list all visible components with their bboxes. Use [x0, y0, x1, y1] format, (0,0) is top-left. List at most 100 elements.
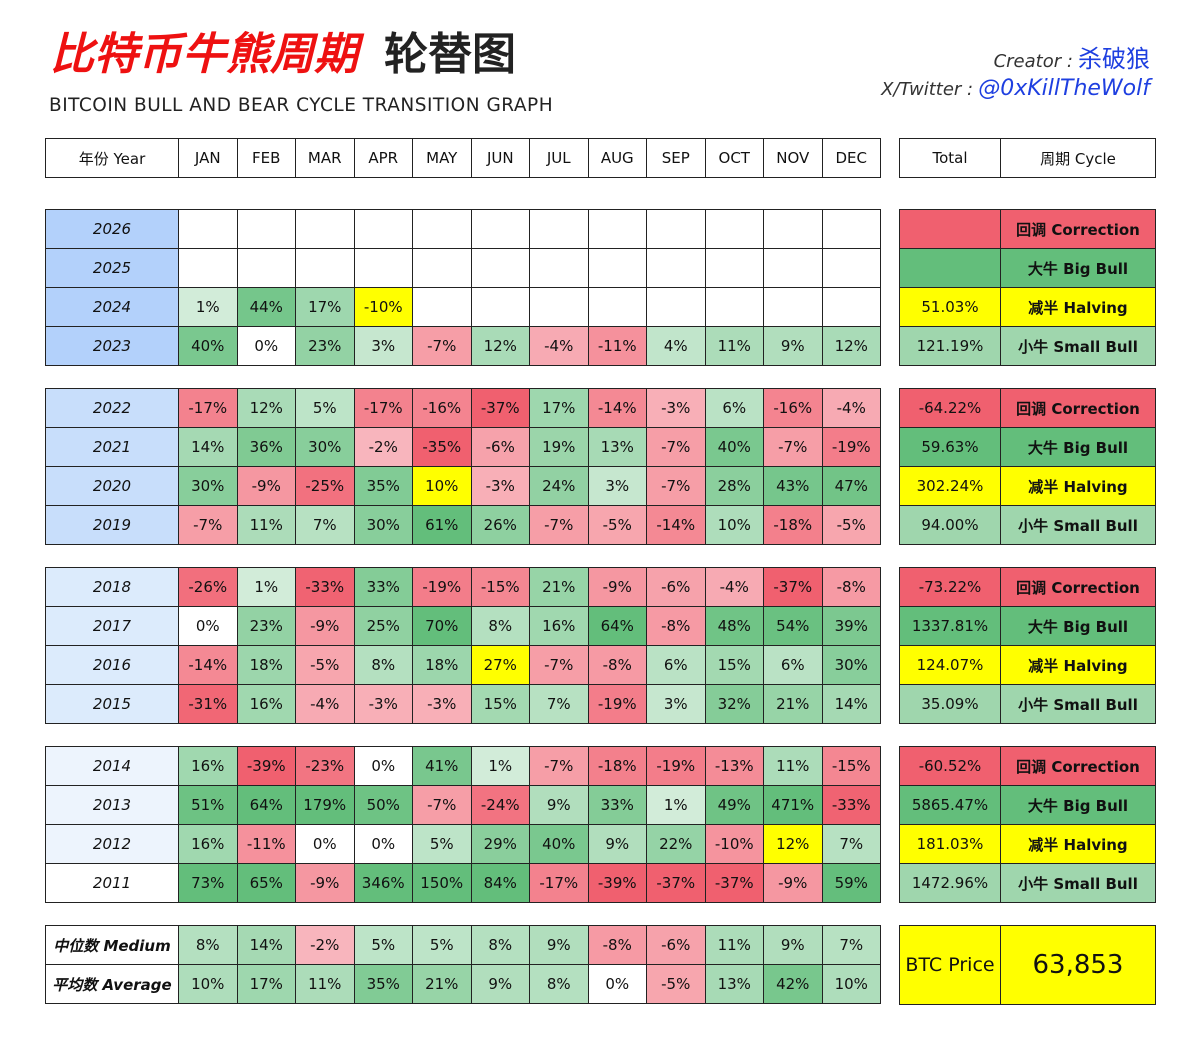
year-label: 2014 [45, 746, 179, 786]
month-value-cell [763, 248, 823, 288]
stats-value-cell: 8% [470, 925, 530, 965]
month-value-cell [412, 248, 472, 288]
group-2-months: 2018 -26% 1% -33% 33% -19% -15% 21% -9% -6% -4% -37… [45, 567, 881, 724]
stats-value-cell: 13% [704, 964, 764, 1004]
month-value-cell: 84% [470, 863, 530, 903]
table-row: 2026 [45, 209, 881, 249]
btc-price-value: 63,853 [1000, 925, 1156, 1005]
month-header: SEP [646, 138, 706, 178]
month-value-cell: 14% [821, 684, 881, 724]
month-value-cell: -23% [295, 746, 355, 786]
month-value-cell: -7% [178, 505, 238, 545]
month-value-cell: 36% [236, 427, 296, 467]
month-value-cell: 11% [236, 505, 296, 545]
table-row: 2011 73% 65% -9% 346% 150% 84% -17% -39% -37% -37%… [45, 863, 881, 903]
month-value-cell: -7% [646, 466, 706, 506]
total-value: 94.00% [899, 505, 1001, 545]
month-value-cell [587, 287, 647, 327]
month-value-cell: -7% [763, 427, 823, 467]
stats-value-cell: 5% [412, 925, 472, 965]
month-value-cell: 3% [353, 326, 413, 366]
month-value-cell: 30% [821, 645, 881, 685]
month-value-cell: -35% [412, 427, 472, 467]
month-value-cell: 16% [178, 824, 238, 864]
month-value-cell: 44% [236, 287, 296, 327]
cycle-row: -73.22% 回调 Correction [899, 567, 1156, 607]
month-value-cell: -26% [178, 567, 238, 607]
stats-value-cell: 10% [821, 964, 881, 1004]
month-value-cell: -39% [236, 746, 296, 786]
year-label: 2019 [45, 505, 179, 545]
btc-price-label: BTC Price [899, 925, 1001, 1005]
month-value-cell: 73% [178, 863, 238, 903]
month-value-cell: -17% [529, 863, 589, 903]
month-value-cell: -3% [412, 684, 472, 724]
year-label: 2018 [45, 567, 179, 607]
table-row: 2022 -17% 12% 5% -17% -16% -37% 17% -14% -3% 6% -16… [45, 388, 881, 428]
month-value-cell: 0% [353, 824, 413, 864]
total-value [899, 248, 1001, 288]
total-value: 121.19% [899, 326, 1001, 366]
month-value-cell: -33% [821, 785, 881, 825]
table-row: 2018 -26% 1% -33% 33% -19% -15% 21% -9% -6% -4% -37… [45, 567, 881, 607]
stats-label: 平均数 Average [45, 964, 179, 1004]
month-value-cell: 11% [704, 326, 764, 366]
stats-value-cell: 5% [353, 925, 413, 965]
month-value-cell: -15% [821, 746, 881, 786]
month-value-cell: 346% [353, 863, 413, 903]
creator-label: Creator : [993, 51, 1073, 72]
month-value-cell: -3% [646, 388, 706, 428]
month-value-cell: 0% [236, 326, 296, 366]
month-value-cell: -11% [587, 326, 647, 366]
cycle-row: 1472.96% 小牛 Small Bull [899, 863, 1156, 903]
month-value-cell: 6% [704, 388, 764, 428]
table-row: 2021 14% 36% 30% -2% -35% -6% 19% 13% -7% 40% -7% -1… [45, 427, 881, 467]
month-value-cell: 43% [763, 466, 823, 506]
month-value-cell: 12% [821, 326, 881, 366]
month-value-cell: 50% [353, 785, 413, 825]
table-row: 2019 -7% 11% 7% 30% 61% 26% -7% -5% -14% 10% -18% -5… [45, 505, 881, 545]
year-label: 2015 [45, 684, 179, 724]
month-value-cell: -3% [470, 466, 530, 506]
month-value-cell: 18% [412, 645, 472, 685]
month-value-cell: 49% [704, 785, 764, 825]
month-value-cell [470, 287, 530, 327]
table-row: 2012 16% -11% 0% 0% 5% 29% 40% 9% 22% -10% 12% 7% [45, 824, 881, 864]
month-value-cell [353, 248, 413, 288]
total-value [899, 209, 1001, 249]
year-label: 2023 [45, 326, 179, 366]
month-value-cell: 8% [353, 645, 413, 685]
title-chinese-black: 轮替图 [384, 29, 516, 80]
total-header: Total [899, 138, 1001, 178]
month-value-cell: -37% [763, 567, 823, 607]
month-value-cell: 15% [470, 684, 530, 724]
month-value-cell: 1% [646, 785, 706, 825]
month-header: OCT [704, 138, 764, 178]
month-value-cell: -2% [353, 427, 413, 467]
month-value-cell: 17% [295, 287, 355, 327]
month-value-cell: -19% [587, 684, 647, 724]
month-value-cell [646, 248, 706, 288]
month-value-cell: -33% [295, 567, 355, 607]
cycle-row: -64.22% 回调 Correction [899, 388, 1156, 428]
month-value-cell [236, 209, 296, 249]
year-label: 2021 [45, 427, 179, 467]
cycle-label: 减半 Halving [1000, 466, 1156, 506]
year-label: 2016 [45, 645, 179, 685]
month-value-cell: -19% [412, 567, 472, 607]
month-value-cell: 65% [236, 863, 296, 903]
cycle-label: 大牛 Big Bull [1000, 248, 1156, 288]
cycle-row: 5865.47% 大牛 Big Bull [899, 785, 1156, 825]
stats-value-cell: 0% [587, 964, 647, 1004]
month-value-cell [587, 209, 647, 249]
month-value-cell: -8% [646, 606, 706, 646]
twitter-handle[interactable]: @0xKillTheWolf [978, 76, 1150, 101]
stats-value-cell: 42% [763, 964, 823, 1004]
month-value-cell [763, 287, 823, 327]
month-value-cell: 30% [353, 505, 413, 545]
month-value-cell: 61% [412, 505, 472, 545]
stats-value-cell: 8% [178, 925, 238, 965]
stats-row: 平均数 Average 10% 17% 11% 35% 21% 9% 8% 0% -5% 13% 42… [45, 964, 881, 1004]
month-value-cell: -10% [704, 824, 764, 864]
